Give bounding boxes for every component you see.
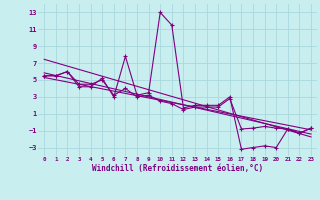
X-axis label: Windchill (Refroidissement éolien,°C): Windchill (Refroidissement éolien,°C)	[92, 164, 263, 173]
